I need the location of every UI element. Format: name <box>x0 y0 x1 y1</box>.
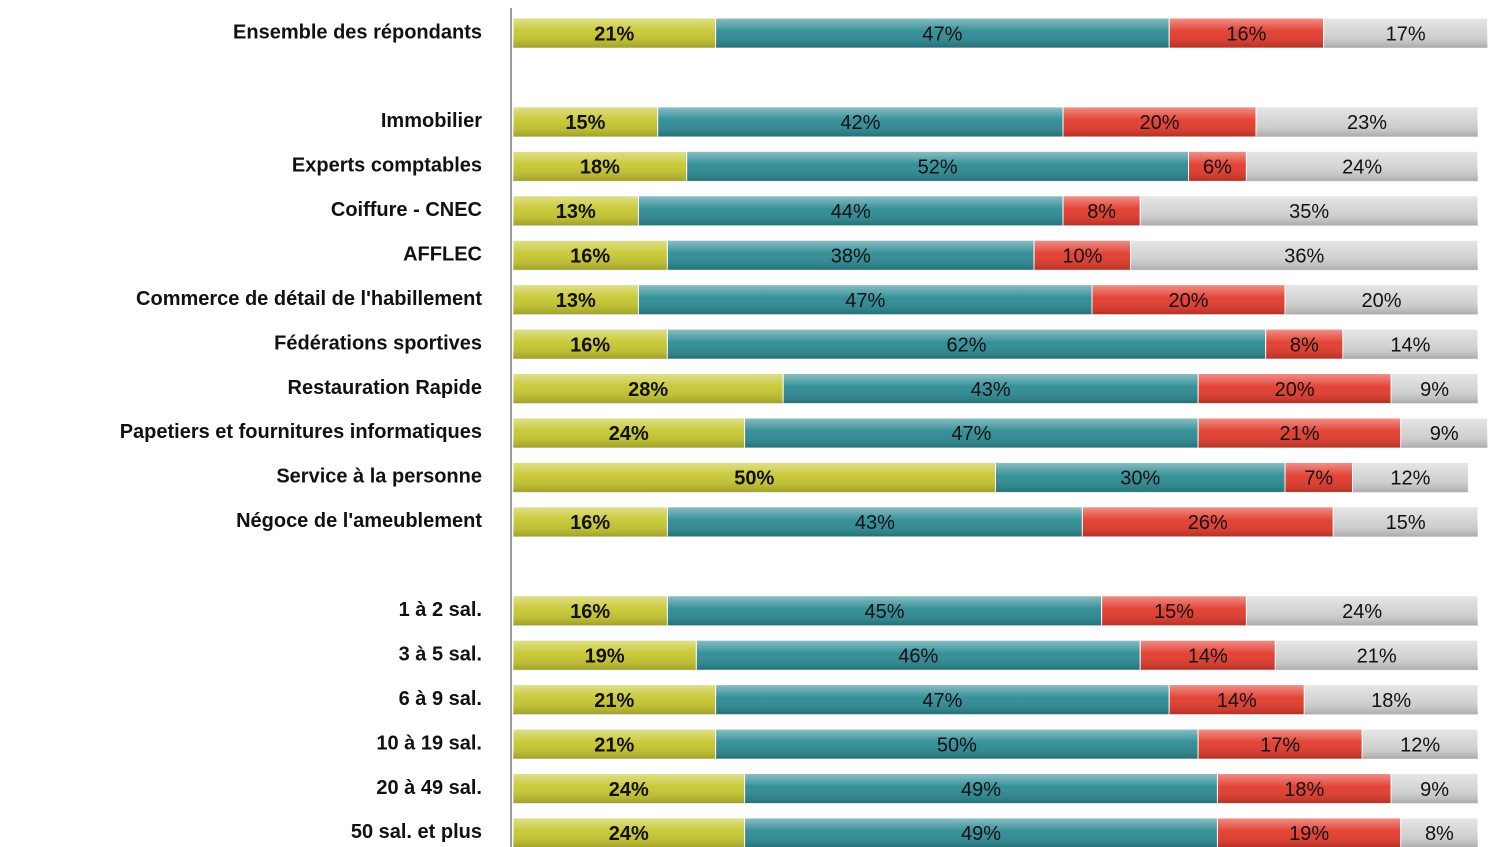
data-label: 14% <box>1390 334 1430 356</box>
data-label: 24% <box>609 823 649 845</box>
data-label: 24% <box>1342 157 1382 179</box>
data-label: 16% <box>570 245 610 267</box>
data-label: 47% <box>922 23 962 45</box>
category-label: Immobilier <box>381 110 482 132</box>
data-label: 19% <box>585 645 625 667</box>
data-label: 7% <box>1304 468 1333 490</box>
data-label: 12% <box>1400 734 1440 756</box>
data-label: 8% <box>1290 334 1319 356</box>
category-label: Restauration Rapide <box>288 377 482 399</box>
data-label: 30% <box>1120 468 1160 490</box>
data-label: 46% <box>898 645 938 667</box>
category-label: 6 à 9 sal. <box>399 688 482 710</box>
data-label: 17% <box>1386 23 1426 45</box>
data-label: 16% <box>1226 23 1266 45</box>
data-label: 21% <box>594 23 634 45</box>
data-label: 21% <box>1357 645 1397 667</box>
category-label: 1 à 2 sal. <box>399 599 482 621</box>
data-label: 28% <box>628 379 668 401</box>
category-label: AFFLEC <box>403 243 482 265</box>
data-label: 45% <box>865 601 905 623</box>
category-label: 50 sal. et plus <box>351 821 482 843</box>
data-label: 21% <box>594 690 634 712</box>
data-label: 15% <box>1386 512 1426 534</box>
data-label: 62% <box>947 334 987 356</box>
data-label: 26% <box>1188 512 1228 534</box>
data-label: 49% <box>961 823 1001 845</box>
data-label: 10% <box>1062 245 1102 267</box>
data-label: 24% <box>609 423 649 445</box>
data-label: 47% <box>922 690 962 712</box>
data-label: 14% <box>1217 690 1257 712</box>
data-label: 8% <box>1425 823 1454 845</box>
category-label: 3 à 5 sal. <box>399 643 482 665</box>
data-label: 19% <box>1289 823 1329 845</box>
data-label: 20% <box>1168 290 1208 312</box>
data-label: 47% <box>951 423 991 445</box>
data-label: 13% <box>556 290 596 312</box>
category-label: Négoce de l'ameublement <box>236 510 482 532</box>
category-label: Ensemble des répondants <box>233 21 482 43</box>
data-label: 50% <box>937 734 977 756</box>
data-label: 16% <box>570 601 610 623</box>
category-label: Coiffure - CNEC <box>331 199 482 221</box>
data-label: 8% <box>1087 201 1116 223</box>
data-label: 44% <box>831 201 871 223</box>
data-label: 24% <box>609 779 649 801</box>
data-label: 24% <box>1342 601 1382 623</box>
data-label: 17% <box>1260 734 1300 756</box>
data-label: 18% <box>580 157 620 179</box>
data-label: 35% <box>1289 201 1329 223</box>
data-label: 38% <box>831 245 871 267</box>
data-label: 21% <box>594 734 634 756</box>
data-label: 21% <box>1279 423 1319 445</box>
category-label: Commerce de détail de l'habillement <box>136 288 482 310</box>
data-label: 43% <box>971 379 1011 401</box>
data-label: 16% <box>570 334 610 356</box>
data-label: 14% <box>1188 645 1228 667</box>
data-label: 15% <box>1154 601 1194 623</box>
data-label: 42% <box>840 112 880 134</box>
data-label: 9% <box>1430 423 1459 445</box>
data-label: 49% <box>961 779 1001 801</box>
category-label: Papetiers et fournitures informatiques <box>120 421 482 443</box>
data-label: 13% <box>556 201 596 223</box>
data-label: 6% <box>1203 157 1232 179</box>
data-label: 43% <box>855 512 895 534</box>
category-label: 20 à 49 sal. <box>376 777 482 799</box>
data-label: 20% <box>1140 112 1180 134</box>
data-label: 20% <box>1275 379 1315 401</box>
data-label: 18% <box>1284 779 1324 801</box>
data-label: 20% <box>1361 290 1401 312</box>
data-label: 9% <box>1420 779 1449 801</box>
category-label: Service à la personne <box>276 466 482 488</box>
category-label: Fédérations sportives <box>274 332 482 354</box>
data-label: 52% <box>918 157 958 179</box>
data-label: 50% <box>734 468 774 490</box>
data-label: 18% <box>1371 690 1411 712</box>
data-label: 9% <box>1420 379 1449 401</box>
data-label: 16% <box>570 512 610 534</box>
category-label: Experts comptables <box>292 155 482 177</box>
data-label: 23% <box>1347 112 1387 134</box>
data-label: 12% <box>1390 468 1430 490</box>
category-label: 10 à 19 sal. <box>376 732 482 754</box>
data-label: 36% <box>1284 245 1324 267</box>
data-label: 15% <box>565 112 605 134</box>
data-label: 47% <box>845 290 885 312</box>
